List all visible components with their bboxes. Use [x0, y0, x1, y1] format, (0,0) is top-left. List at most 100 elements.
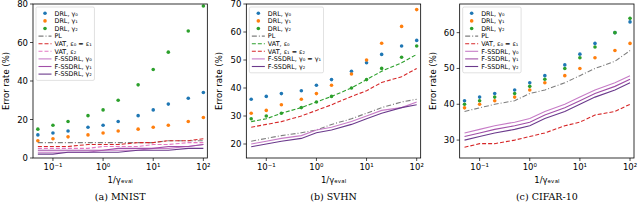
- data-point: [280, 92, 284, 96]
- legend-swatch: [43, 12, 47, 16]
- legend-swatch: [257, 27, 261, 31]
- series-line: [465, 76, 631, 133]
- data-point: [186, 29, 190, 33]
- data-point: [478, 95, 482, 99]
- legend-swatch: [465, 36, 478, 37]
- x-tick-label: 10⁻¹: [470, 162, 489, 172]
- y-tick-label: 0: [23, 153, 28, 163]
- y-tick: [243, 4, 246, 5]
- x-tick: [316, 158, 317, 161]
- y-tick: [30, 81, 33, 82]
- data-point: [66, 120, 70, 124]
- data-point: [66, 129, 70, 133]
- x-axis-label: 1/γₑᵥₐₗ: [534, 175, 559, 185]
- data-point: [101, 131, 105, 135]
- plot-frame: [246, 4, 420, 158]
- data-point: [563, 63, 567, 67]
- legend-swatch: [39, 66, 52, 67]
- x-tick: [630, 158, 631, 161]
- figure: 02040608010⁻¹10⁰10¹10²Error rate (%)1/γₑ…: [0, 0, 640, 205]
- x-tick: [416, 158, 417, 161]
- data-point: [543, 77, 547, 81]
- y-tick: [30, 119, 33, 120]
- data-point: [36, 133, 40, 137]
- data-point: [101, 123, 105, 127]
- data-point: [167, 123, 171, 127]
- data-point: [86, 125, 90, 129]
- data-point: [563, 67, 567, 71]
- data-point: [116, 98, 120, 102]
- legend-swatch: [470, 27, 474, 31]
- y-tick-label: 20: [17, 115, 28, 125]
- data-point: [628, 20, 632, 24]
- data-point: [543, 74, 547, 78]
- legend-label: F-SSDRL, γ₂: [481, 63, 519, 71]
- y-tick: [457, 140, 460, 141]
- data-point: [249, 117, 253, 121]
- data-point: [280, 103, 284, 107]
- series-line: [38, 139, 204, 147]
- series-line: [38, 145, 204, 153]
- data-point: [202, 116, 206, 120]
- legend-swatch: [470, 12, 474, 16]
- legend-swatch: [39, 36, 52, 37]
- legend-swatch: [465, 58, 478, 59]
- y-tick-label: 80: [17, 0, 28, 9]
- data-point: [300, 97, 304, 101]
- data-point: [563, 74, 567, 78]
- x-tick: [52, 158, 53, 161]
- data-point: [51, 137, 55, 141]
- y-tick: [243, 60, 246, 61]
- legend-box: [249, 7, 323, 73]
- x-tick-label: 10²: [410, 162, 424, 172]
- data-point: [400, 55, 404, 59]
- legend-swatch: [39, 51, 52, 52]
- data-point: [493, 95, 497, 99]
- data-point: [463, 106, 467, 110]
- x-tick-label: 10⁻¹: [44, 162, 63, 172]
- data-point: [101, 108, 105, 112]
- x-tick: [479, 158, 480, 161]
- data-point: [186, 120, 190, 124]
- x-tick-label: 10⁰: [96, 162, 111, 172]
- legend-swatch: [252, 51, 265, 52]
- y-tick: [457, 32, 460, 33]
- data-point: [380, 41, 384, 45]
- x-tick-label: 10¹: [146, 162, 160, 172]
- data-point: [528, 85, 532, 89]
- legend: DRL, γ₀DRL, γ₁DRL, γ₂PLVAT, ε₀ = ε₁F-SSD…: [463, 7, 521, 73]
- caption: (c) CIFAR-10: [516, 191, 578, 202]
- y-tick: [30, 4, 33, 5]
- data-point: [86, 133, 90, 137]
- plot-area: [36, 4, 205, 154]
- data-point: [151, 125, 155, 129]
- y-tick: [30, 42, 33, 43]
- x-tick-label: 10⁰: [523, 162, 538, 172]
- y-tick-label: 20: [231, 139, 242, 149]
- series-line: [465, 79, 631, 136]
- data-point: [593, 42, 597, 46]
- y-tick: [243, 32, 246, 33]
- data-point: [463, 102, 467, 106]
- data-point: [628, 42, 632, 46]
- caption: (b) SVHN: [310, 191, 356, 202]
- legend-swatch: [465, 51, 478, 52]
- x-tick: [153, 158, 154, 161]
- legend-swatch: [465, 43, 478, 44]
- data-point: [613, 49, 617, 53]
- y-tick-label: 30: [231, 111, 242, 121]
- data-point: [513, 88, 517, 92]
- data-point: [415, 8, 419, 12]
- data-point: [365, 58, 369, 62]
- data-point: [300, 89, 304, 93]
- legend-swatch: [43, 19, 47, 23]
- data-point: [513, 92, 517, 96]
- x-tick: [103, 158, 104, 161]
- data-point: [116, 120, 120, 124]
- data-point: [478, 99, 482, 103]
- data-point: [493, 92, 497, 96]
- series-line: [251, 99, 417, 141]
- y-tick-label: 60: [17, 38, 28, 48]
- x-tick: [529, 158, 530, 161]
- x-tick-label: 10¹: [359, 162, 373, 172]
